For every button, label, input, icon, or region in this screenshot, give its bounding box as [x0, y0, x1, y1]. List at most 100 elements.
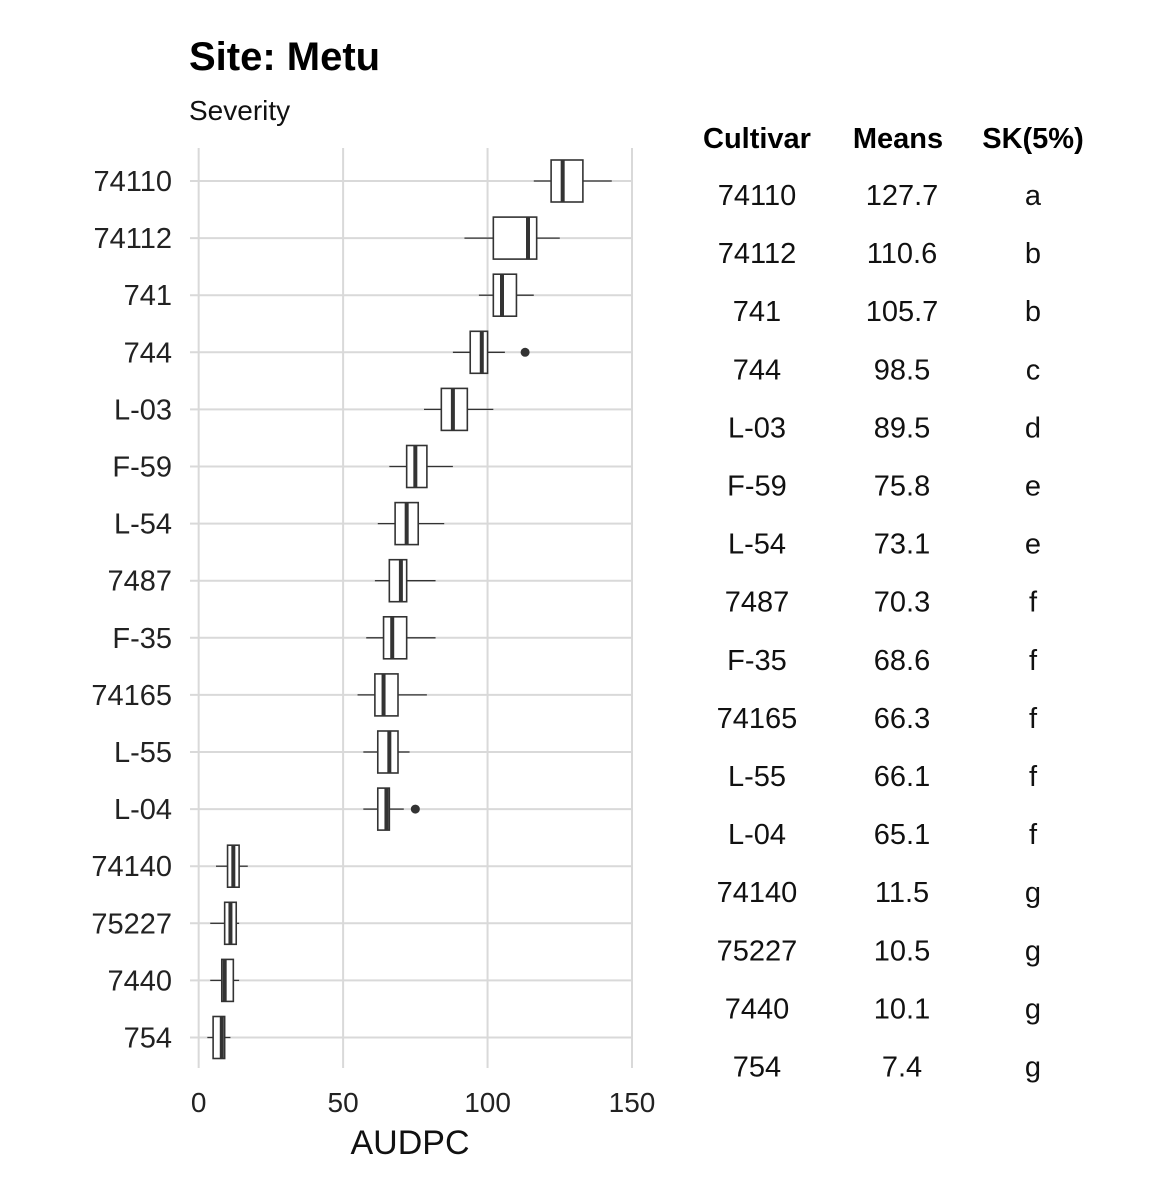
table-cell: f — [1029, 703, 1038, 735]
table-cell: 127.7 — [866, 180, 939, 212]
box-741 — [478, 273, 534, 318]
table-cell: 7487 — [725, 587, 790, 619]
y-tick-label: 74140 — [91, 851, 172, 883]
box-75227 — [210, 901, 240, 946]
table-cell: 74140 — [717, 877, 798, 909]
box-iqr — [220, 958, 235, 1003]
y-axis-tick-labels: 74110 74112 741 744 L-03 F-59 L-54 7487 F-35 7416… — [91, 166, 172, 1055]
table-cell: d — [1025, 412, 1041, 444]
box-744 — [452, 330, 530, 375]
y-tick-label: F-59 — [112, 452, 172, 484]
table-cell: 10.1 — [874, 993, 930, 1025]
table-cell: 7.4 — [882, 1052, 922, 1084]
table-cell: 75227 — [717, 935, 798, 967]
table-cell: b — [1025, 238, 1041, 270]
table-cell: f — [1029, 587, 1038, 619]
box-iqr — [374, 673, 399, 717]
table-cell: L-54 — [728, 529, 786, 561]
box-74112 — [464, 216, 560, 260]
table-cell: L-55 — [728, 761, 786, 793]
table-cell: g — [1025, 935, 1041, 967]
means-table: Cultivar Means SK(5%) 74110 127.7 a 74112 110.6… — [703, 123, 1084, 1084]
box-L-03 — [424, 387, 494, 432]
box-7440 — [210, 958, 240, 1003]
x-tick-label: 50 — [328, 1087, 359, 1118]
box-74165 — [357, 673, 427, 717]
table-cell: e — [1025, 471, 1041, 503]
box-74140 — [216, 844, 248, 889]
table-cell: F-59 — [727, 471, 787, 503]
box-iqr — [469, 330, 489, 375]
box-7487 — [374, 558, 436, 603]
table-cell: g — [1025, 1052, 1041, 1084]
table-cell: 70.3 — [874, 587, 930, 619]
outlier-point — [410, 804, 420, 814]
box-754 — [207, 1015, 231, 1060]
table-cell: f — [1029, 819, 1038, 851]
table-header: Means — [853, 123, 943, 155]
chart-title: Site: Metu — [189, 35, 380, 79]
table-cell: 75.8 — [874, 471, 930, 503]
y-tick-label: L-04 — [114, 794, 172, 826]
box-F-59 — [389, 444, 453, 489]
table-cell: 744 — [733, 354, 781, 386]
box-L-04 — [363, 787, 420, 831]
table-cell: f — [1029, 761, 1038, 793]
box-iqr — [388, 558, 408, 603]
y-tick-label: L-54 — [114, 509, 172, 541]
table-cell: 89.5 — [874, 412, 930, 444]
y-tick-label: 744 — [124, 337, 172, 369]
table-cell: 110.6 — [867, 238, 937, 270]
y-tick-label: 74165 — [91, 680, 172, 712]
table-cell: 7440 — [725, 993, 790, 1025]
box-74110 — [533, 159, 612, 203]
table-cell: 73.1 — [874, 529, 930, 561]
table-cell: f — [1029, 645, 1038, 677]
table-cell: a — [1025, 180, 1042, 212]
box-iqr — [212, 1015, 226, 1060]
table-cell: b — [1025, 296, 1041, 328]
table-cell: g — [1025, 993, 1041, 1025]
boxplot-series — [207, 159, 612, 1060]
outlier-point — [520, 347, 530, 357]
box-L-54 — [377, 501, 445, 546]
table-cell: 754 — [733, 1052, 781, 1084]
table-cell: 741 — [733, 296, 781, 328]
x-tick-label: 0 — [191, 1087, 207, 1118]
y-tick-label: L-03 — [114, 394, 172, 426]
table-cell: L-04 — [728, 819, 786, 851]
y-tick-label: 74112 — [94, 223, 173, 255]
box-iqr — [492, 216, 538, 260]
table-cell: 68.6 — [874, 645, 930, 677]
grid-lines — [190, 148, 633, 1068]
table-cell: e — [1025, 529, 1041, 561]
x-axis-tick-labels: 0 50 100 150 — [191, 1087, 655, 1118]
table-cell: 74165 — [717, 703, 798, 735]
chart-subtitle: Severity — [189, 95, 290, 126]
box-iqr — [492, 273, 518, 318]
table-header: SK(5%) — [982, 123, 1084, 155]
table-cell: 74110 — [718, 180, 797, 212]
table-cell: 74112 — [718, 238, 797, 270]
y-tick-label: F-35 — [112, 623, 172, 655]
y-tick-label: 7487 — [107, 566, 172, 598]
table-cell: 98.5 — [874, 354, 930, 386]
box-iqr — [382, 615, 408, 660]
table-cell: c — [1026, 354, 1041, 386]
table-header: Cultivar — [703, 123, 811, 155]
y-tick-label: 74110 — [94, 166, 173, 198]
x-tick-label: 100 — [464, 1087, 511, 1118]
table-cell: 66.1 — [874, 761, 930, 793]
table-cell: F-35 — [727, 645, 787, 677]
box-F-35 — [366, 615, 436, 660]
y-tick-label: 75227 — [91, 908, 172, 940]
table-cell: 65.1 — [874, 819, 930, 851]
table-cell: 66.3 — [874, 703, 930, 735]
table-cell: 11.5 — [875, 877, 929, 909]
y-tick-label: 741 — [124, 280, 172, 312]
table-cell: 10.5 — [874, 935, 930, 967]
y-tick-label: 754 — [124, 1023, 172, 1055]
table-cell: 105.7 — [866, 296, 939, 328]
table-cell: g — [1025, 877, 1041, 909]
x-tick-label: 150 — [609, 1087, 656, 1118]
